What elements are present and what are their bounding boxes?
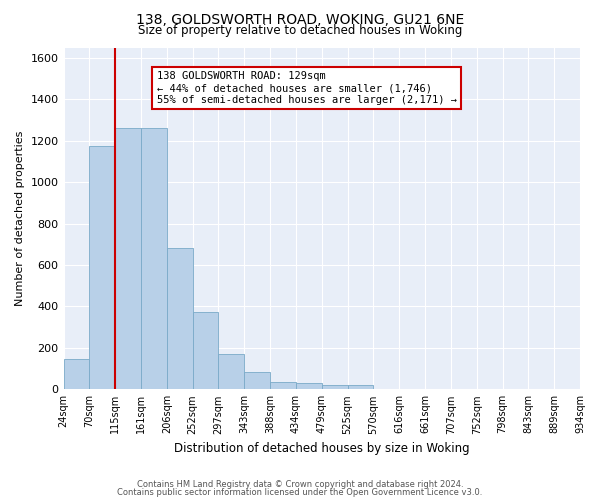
Text: 138, GOLDSWORTH ROAD, WOKING, GU21 6NE: 138, GOLDSWORTH ROAD, WOKING, GU21 6NE <box>136 12 464 26</box>
Text: Contains public sector information licensed under the Open Government Licence v3: Contains public sector information licen… <box>118 488 482 497</box>
Bar <box>347 385 373 390</box>
Text: 138 GOLDSWORTH ROAD: 129sqm
← 44% of detached houses are smaller (1,746)
55% of : 138 GOLDSWORTH ROAD: 129sqm ← 44% of det… <box>157 72 457 104</box>
Bar <box>270 382 296 390</box>
Y-axis label: Number of detached properties: Number of detached properties <box>15 130 25 306</box>
Bar <box>193 312 218 390</box>
Bar <box>141 128 167 390</box>
Bar <box>244 372 270 390</box>
Bar <box>296 383 322 390</box>
Bar <box>115 128 141 390</box>
Bar <box>322 385 347 390</box>
Bar <box>89 146 115 390</box>
Bar <box>218 354 244 390</box>
Bar <box>64 359 89 390</box>
Text: Size of property relative to detached houses in Woking: Size of property relative to detached ho… <box>138 24 462 37</box>
Bar <box>167 248 193 390</box>
X-axis label: Distribution of detached houses by size in Woking: Distribution of detached houses by size … <box>174 442 470 455</box>
Text: Contains HM Land Registry data © Crown copyright and database right 2024.: Contains HM Land Registry data © Crown c… <box>137 480 463 489</box>
